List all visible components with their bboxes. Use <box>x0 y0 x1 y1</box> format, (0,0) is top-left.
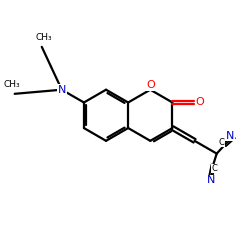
Text: N: N <box>226 131 234 141</box>
Text: CH₃: CH₃ <box>4 80 20 90</box>
Text: C: C <box>219 138 225 147</box>
Text: N: N <box>206 175 215 185</box>
Text: O: O <box>146 80 155 90</box>
Text: O: O <box>195 98 204 108</box>
Text: CH₃: CH₃ <box>36 34 52 42</box>
Text: C: C <box>212 164 217 173</box>
Text: N: N <box>58 85 66 95</box>
